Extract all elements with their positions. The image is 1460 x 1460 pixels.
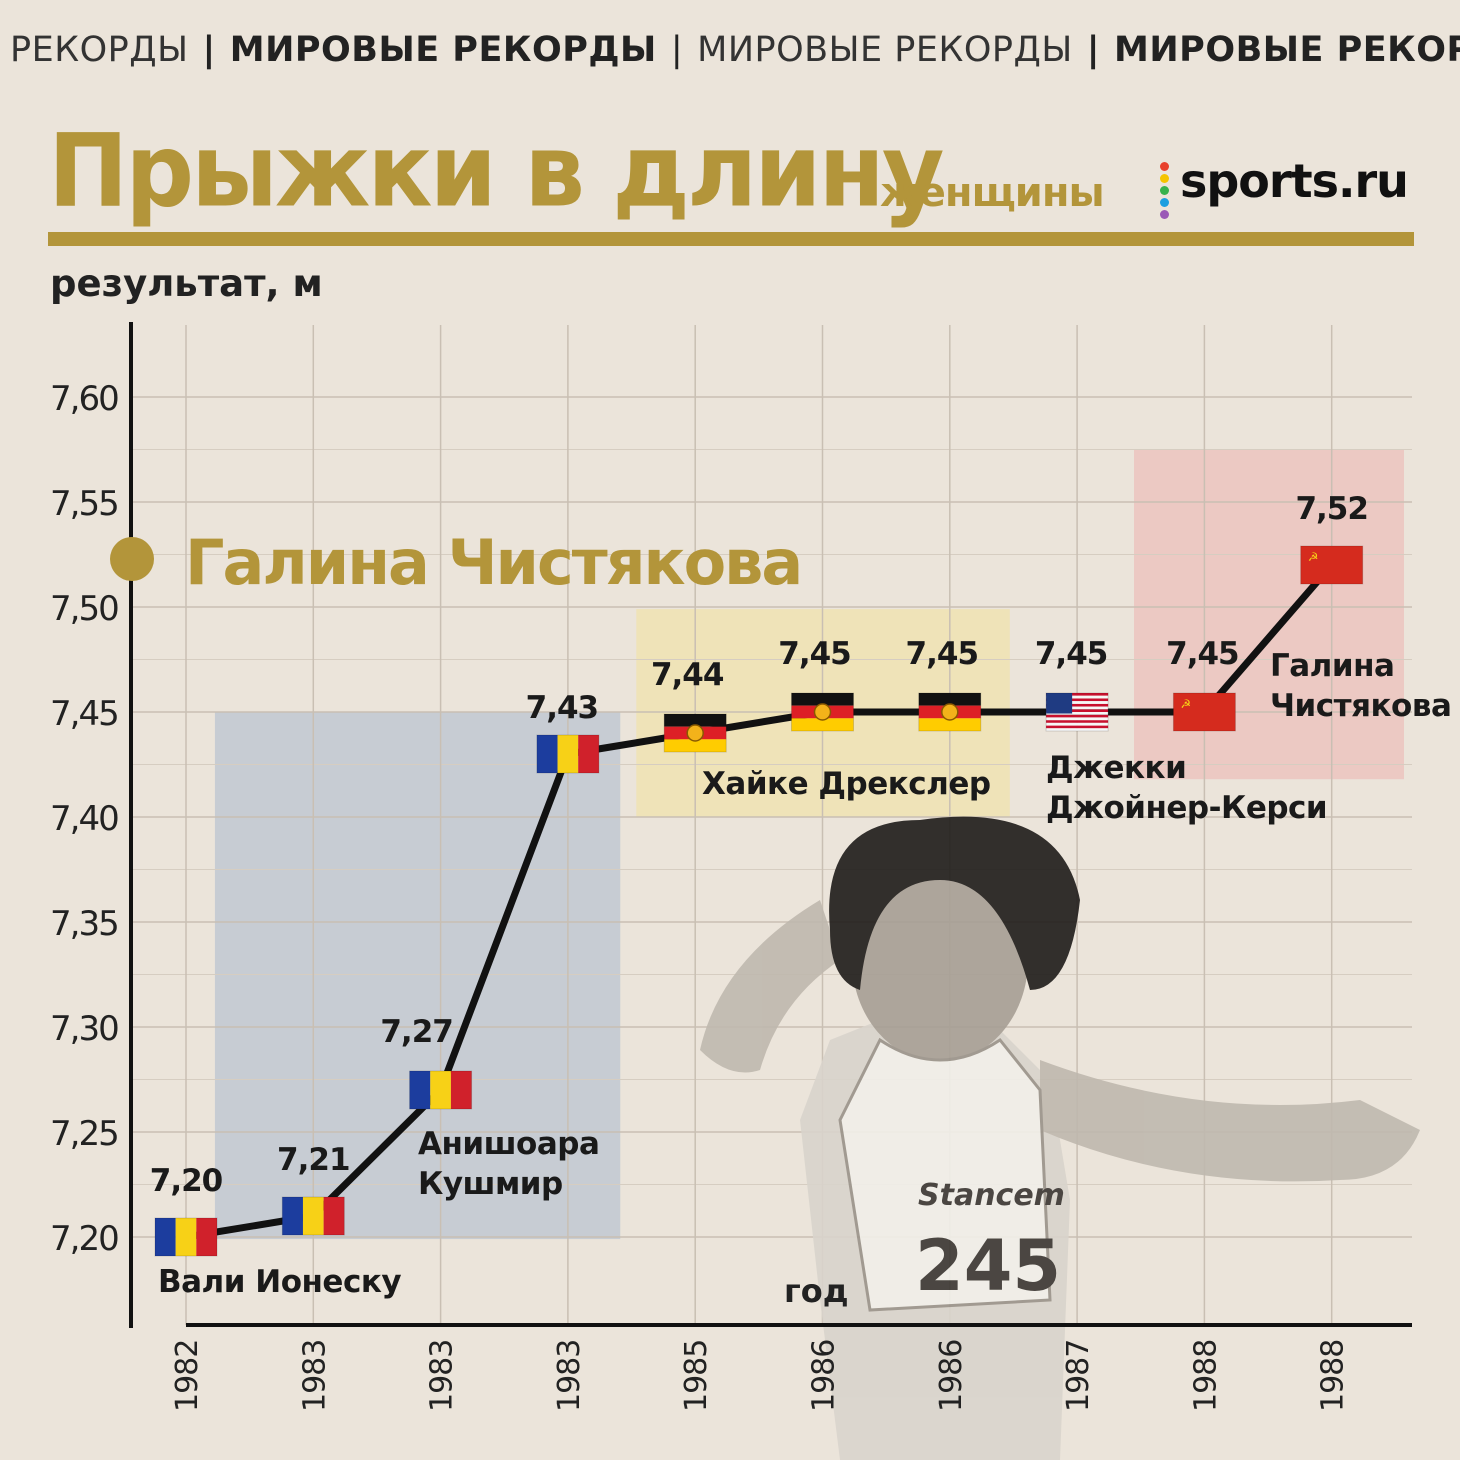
- flag-gdr-icon: [918, 692, 982, 732]
- athlete-label-drechsler: Хайке Дрекслер: [702, 764, 991, 804]
- data-label: 7,45: [906, 636, 979, 672]
- flag-romania-icon: [281, 1196, 345, 1236]
- athlete-name-line: Джойнер-Керси: [1046, 790, 1328, 826]
- athlete-label-ionescu: Вали Ионеску: [158, 1262, 402, 1302]
- photo-bib-number: 245: [915, 1225, 1061, 1307]
- x-tick-label: 1986: [934, 1340, 969, 1412]
- y-axis-label: результат, м: [50, 262, 323, 305]
- data-label: 7,45: [778, 636, 851, 672]
- athlete-photo: 245 Stancem: [700, 816, 1420, 1460]
- data-label: 7,43: [526, 690, 599, 726]
- data-label: 7,44: [651, 657, 724, 693]
- data-label: 7,45: [1035, 636, 1108, 672]
- title-underline: [48, 232, 1414, 246]
- y-tick-label: 7,35: [50, 904, 118, 944]
- athlete-label-cusmir: Анишоара Кушмир: [418, 1124, 600, 1204]
- ticker-item: МИРОВЫЕ РЕКОРДЫ: [229, 30, 657, 70]
- y-tick-label: 7,55: [50, 484, 118, 524]
- photo-right-arm: [1040, 1060, 1420, 1182]
- y-tick-label: 7,30: [50, 1009, 118, 1049]
- highlight-athlete-name: Галина Чистякова: [185, 526, 803, 599]
- flag-romania-icon: [536, 734, 600, 774]
- data-label: 7,45: [1166, 636, 1239, 672]
- chart-subtitle: женщины: [880, 170, 1105, 216]
- x-tick-label: 1985: [679, 1340, 714, 1412]
- ticker-separator: |: [202, 30, 216, 70]
- athlete-name-line: Галина: [1270, 648, 1395, 684]
- flag-usa-icon: [1045, 692, 1109, 732]
- athlete-name-line: Хайке Дрекслер: [702, 766, 991, 802]
- ticker-separator: |: [1086, 30, 1101, 70]
- y-tick-label: 7,60: [50, 379, 118, 419]
- y-tick-label: 7,25: [50, 1114, 118, 1154]
- svg-text:☭: ☭: [1180, 697, 1191, 711]
- flag-gdr-icon: [663, 713, 727, 753]
- photo-shirt: [838, 1037, 1052, 1312]
- flag-ussr-icon: ☭: [1172, 692, 1236, 732]
- logo-dots-icon: [1160, 162, 1170, 222]
- athlete-name-line: Чистякова: [1270, 688, 1452, 724]
- flag-romania-icon: [409, 1070, 473, 1110]
- athlete-name-line: Кушмир: [418, 1166, 563, 1202]
- x-tick-label: 1986: [807, 1340, 842, 1412]
- flag-romania-icon: [154, 1217, 218, 1257]
- photo-head: [852, 858, 1028, 1062]
- x-tick-label: 1983: [425, 1340, 460, 1412]
- y-tick-label: 7,20: [50, 1219, 118, 1259]
- data-label: 7,27: [380, 1014, 453, 1050]
- athlete-name-line: Анишоара: [418, 1126, 600, 1162]
- svg-text:☭: ☭: [1308, 550, 1319, 564]
- x-tick-label: 1982: [170, 1340, 205, 1412]
- ticker-item: МИРОВЫЕ РЕКОРДЫ: [697, 30, 1073, 70]
- data-label: 7,21: [277, 1142, 350, 1178]
- flag-gdr-icon: [791, 692, 854, 732]
- photo-hair: [829, 816, 1080, 990]
- data-label: 7,20: [150, 1163, 223, 1199]
- photo-shirt-text: Stancem: [918, 1178, 1065, 1213]
- logo-text: sports.ru: [1180, 154, 1409, 208]
- athlete-label-joyner-kersee: Джекки Джойнер-Керси: [1046, 748, 1328, 828]
- ticker-item: РЕКОРДЫ: [10, 30, 189, 70]
- x-tick-label: 1983: [552, 1340, 587, 1412]
- x-tick-label: 1987: [1061, 1340, 1096, 1412]
- ticker-item: МИРОВЫЕ РЕКОРДЫ: [1114, 30, 1460, 70]
- x-tick-label: 1988: [1188, 1340, 1223, 1412]
- y-tick-label: 7,50: [50, 589, 118, 629]
- highlight-dot-icon: [110, 537, 154, 581]
- ticker-separator: |: [670, 30, 684, 70]
- series-line: [185, 562, 1335, 1241]
- x-axis-label: год: [784, 1272, 849, 1310]
- header-ticker: РЕКОРДЫ | МИРОВЫЕ РЕКОРДЫ | МИРОВЫЕ РЕКОРДЫ |…: [10, 30, 1460, 70]
- x-tick-label: 1988: [1316, 1340, 1351, 1412]
- data-label: 7,52: [1295, 491, 1368, 527]
- athlete-label-chistyakova: Галина Чистякова: [1270, 646, 1452, 726]
- athlete-name-line: Вали Ионеску: [158, 1264, 402, 1300]
- photo-left-arm: [700, 900, 840, 1073]
- x-tick-label: 1983: [297, 1340, 332, 1412]
- y-tick-label: 7,40: [50, 799, 118, 839]
- athlete-name-line: Джекки: [1046, 750, 1187, 786]
- y-tick-label: 7,45: [50, 694, 118, 734]
- flag-ussr-icon: ☭: [1300, 545, 1364, 585]
- chart-title: Прыжки в длину: [48, 112, 944, 230]
